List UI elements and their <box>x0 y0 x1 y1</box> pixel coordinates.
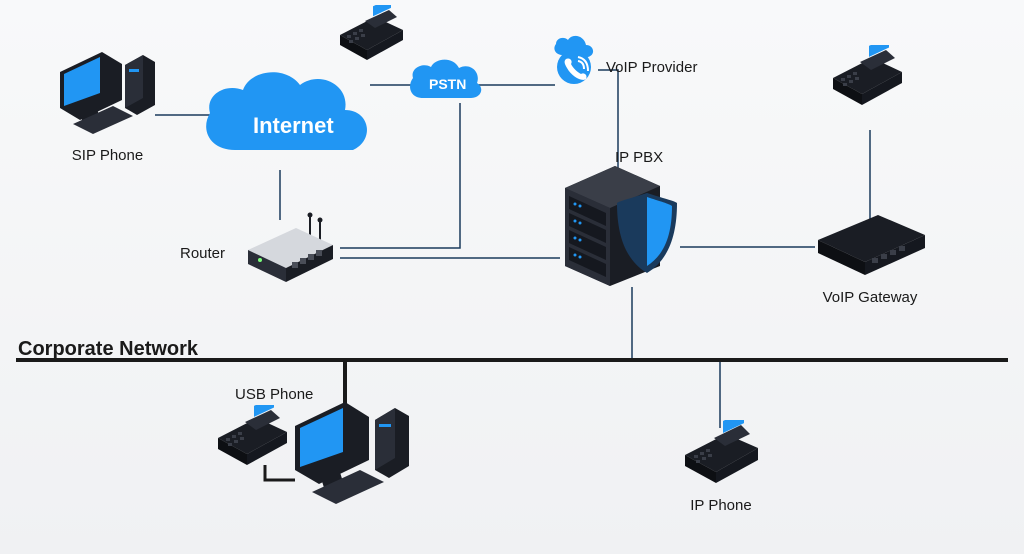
sip-phone-node: SIP Phone <box>55 50 160 164</box>
router-icon <box>238 210 338 285</box>
server-icon <box>555 158 690 286</box>
ip-pbx-label: IP PBX <box>615 149 663 166</box>
gateway-phone-node <box>828 45 906 114</box>
gateway-icon <box>810 210 930 280</box>
usb-pc-node <box>290 400 415 513</box>
voip-provider-node: VoIP Provider <box>548 35 600 92</box>
router-node <box>238 210 338 290</box>
computer-icon <box>55 50 160 138</box>
voip-gateway-node: VoIP Gateway <box>810 210 930 306</box>
cloud-small-icon <box>405 58 483 106</box>
ip-phone-node: IP Phone <box>680 420 762 514</box>
pstn-phone-node <box>335 5 407 68</box>
ip-phone-label: IP Phone <box>680 497 762 514</box>
pstn-cloud-node: PSTN <box>405 58 483 111</box>
desk-phone-icon <box>213 405 291 469</box>
corporate-network-label: Corporate Network <box>18 338 198 361</box>
desk-phone-icon <box>680 420 762 488</box>
sip-phone-label: SIP Phone <box>55 147 160 164</box>
cloud-icon <box>195 65 380 175</box>
voip-gateway-label: VoIP Gateway <box>810 289 930 306</box>
voip-provider-icon <box>548 35 600 87</box>
ip-pbx-node <box>555 158 690 291</box>
desk-phone-icon <box>828 45 906 109</box>
computer-icon <box>290 400 415 508</box>
voip-provider-label: VoIP Provider <box>606 59 697 76</box>
router-label: Router <box>180 245 225 262</box>
desk-phone-icon <box>335 5 407 63</box>
usb-phone-node <box>213 405 291 474</box>
internet-cloud-node: Internet <box>195 65 380 180</box>
